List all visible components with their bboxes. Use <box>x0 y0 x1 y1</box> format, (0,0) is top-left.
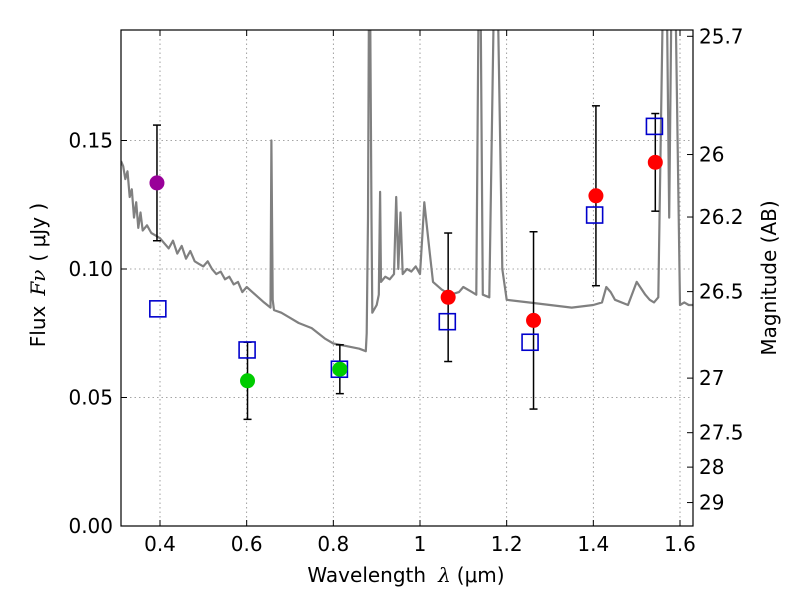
model-point-square <box>521 333 539 352</box>
x-tick-label: 1.6 <box>664 532 696 556</box>
sed-curve-layer <box>121 30 693 353</box>
axis-ticks: 0.4 0.6 0.8 1 1.2 1.4 1.6 0.00 0.05 0.10 0.15 25.7 2… <box>68 24 743 556</box>
y2-tick-label: 27.5 <box>699 421 744 445</box>
x-tick-label: 1.2 <box>491 532 523 556</box>
x-tick-label: 0.8 <box>317 532 349 556</box>
data-points-layer <box>149 105 664 421</box>
observed-point-circle <box>332 361 348 377</box>
x-tick-label: 0.6 <box>231 532 263 556</box>
x-tick-label: 1.4 <box>577 532 609 556</box>
x-tick-label: 1 <box>414 532 427 556</box>
model-point-square <box>645 117 664 136</box>
plot-area <box>121 30 693 526</box>
y2-tick-label: 27 <box>699 366 724 390</box>
y2-tick-label: 26.2 <box>699 205 744 229</box>
y-axis-label-unit: ( μJy ) <box>26 203 50 262</box>
y-tick-label: 0.10 <box>68 257 113 281</box>
y2-tick-label: 25.7 <box>699 24 744 48</box>
observed-point-circle <box>240 373 256 389</box>
observed-point-circle <box>526 312 542 328</box>
model-point-square <box>330 360 349 379</box>
y2-tick-label: 28 <box>699 455 724 479</box>
y2-tick-label: 26.5 <box>699 280 744 304</box>
x-axis-label-text: Wavelength <box>307 563 426 587</box>
x-axis-label-symbol: λ <box>437 563 451 587</box>
model-point-square <box>438 312 457 331</box>
sed-curve <box>121 30 693 353</box>
y-tick-label: 0.00 <box>68 514 113 538</box>
y-axis-label-text: Flux <box>26 305 50 347</box>
model-point-square <box>585 206 604 224</box>
y-tick-label: 0.05 <box>68 386 113 410</box>
y-axis-label-symbol: Fν <box>26 270 50 297</box>
observed-point-circle <box>440 289 456 305</box>
x-tick-label: 0.4 <box>144 532 176 556</box>
plot-frame <box>120 29 694 527</box>
x-axis-label: Wavelength λ (μm) <box>307 563 504 587</box>
y2-tick-label: 26 <box>699 143 724 167</box>
x-axis-label-unit: (μm) <box>457 563 505 587</box>
observed-point-circle <box>149 175 165 191</box>
observed-point-circle <box>588 188 604 204</box>
model-point-square <box>149 300 167 318</box>
observed-point-circle <box>647 154 663 170</box>
y2-tick-label: 29 <box>699 491 724 515</box>
model-point-square <box>238 341 256 359</box>
y-axis-label: Flux Fν ( μJy ) <box>26 203 50 347</box>
y2-axis-label: Magnitude (AB) <box>757 200 781 355</box>
y-tick-label: 0.15 <box>68 129 113 153</box>
